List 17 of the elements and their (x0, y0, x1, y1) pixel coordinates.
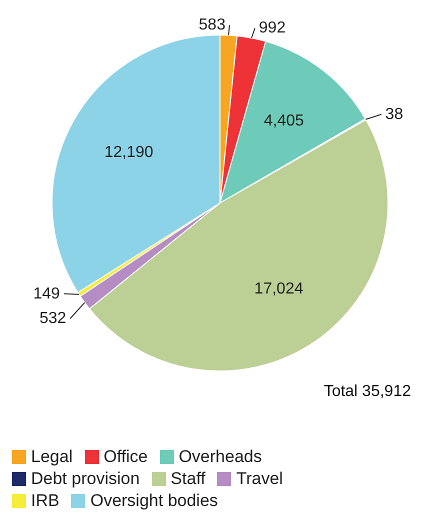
data-label: 583 (198, 16, 226, 34)
data-label: 12,190 (104, 144, 154, 162)
data-label: 17,024 (254, 280, 304, 298)
legend-label: Legal (30, 446, 73, 468)
legend-label: Staff (170, 468, 206, 490)
legend-label: Debt provision (30, 468, 140, 490)
legend-label: IRB (30, 490, 60, 512)
data-label: 4,405 (264, 112, 304, 130)
legend-label: Office (102, 446, 148, 468)
data-label: 532 (40, 310, 66, 328)
legend-label: Overheads (178, 446, 262, 468)
data-label: 149 (33, 285, 60, 302)
legend-label: Travel (235, 468, 283, 490)
data-label: 38 (385, 106, 404, 123)
data-label: 992 (258, 20, 286, 37)
legend-label: Oversight bodies (89, 490, 218, 512)
text: Total 35,912 (324, 383, 411, 401)
